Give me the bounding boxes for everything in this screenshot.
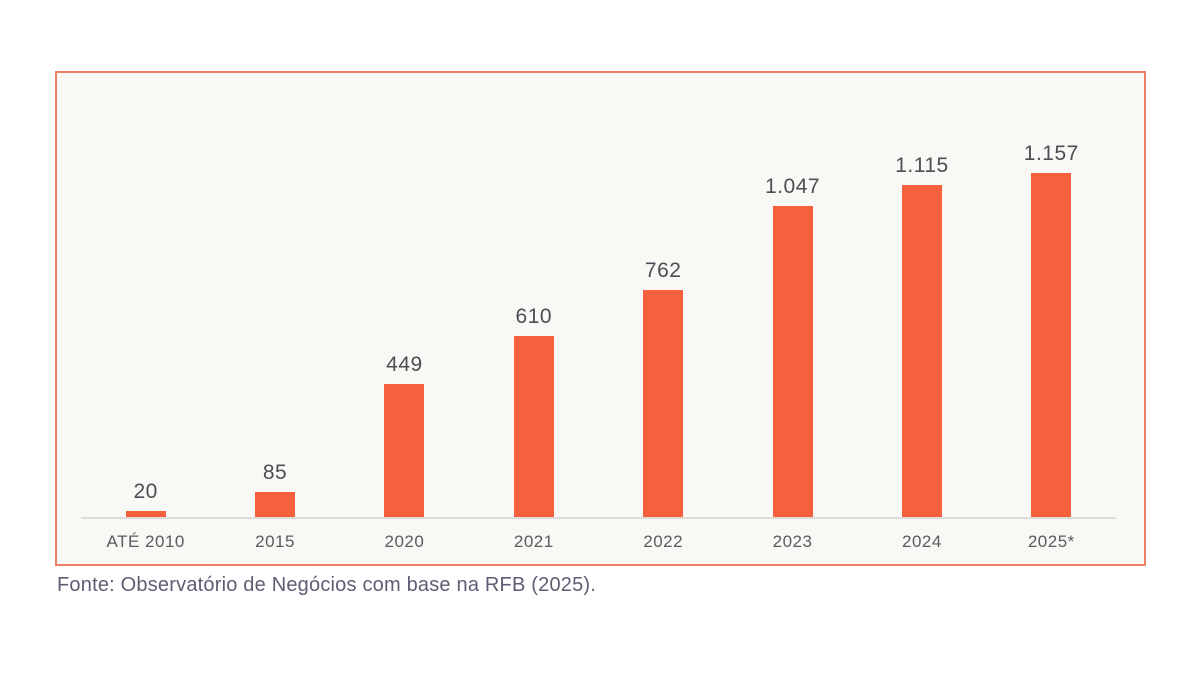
category-axis: ATÉ 2010 2015 2020 2021 2022 2023 2024 2025* [81,519,1116,552]
category-label: 2015 [255,532,295,551]
bar-value-label: 610 [515,305,553,328]
category-label: 2022 [643,532,684,551]
bar-value-label: 85 [262,461,288,484]
bar [901,185,942,517]
bar [772,206,813,517]
bar-column: 1.157 [987,142,1116,517]
bar-column: 1.115 [857,154,986,517]
source-caption: Fonte: Observatório de Negócios com base… [57,574,597,596]
bars-row: 20 85 449 610 762 1.047 1.115 1.157 [81,73,1116,519]
bar-value-label: 449 [386,353,423,376]
category-label: 2020 [384,532,425,551]
category-label: 2024 [902,532,942,551]
bar-value-label: 20 [133,480,158,503]
bar-chart: 20 85 449 610 762 1.047 1.115 1.157 ATÉ 2010 201… [55,71,1146,566]
category-label: 2021 [513,532,554,551]
bar [125,511,166,517]
bar [255,492,296,517]
bar-column: 449 [340,353,469,517]
bar [1031,173,1072,517]
bar-column: 85 [210,461,339,517]
bar-value-label: 762 [644,259,682,282]
bar-column: 762 [599,259,728,517]
bar-column: 20 [81,480,210,517]
bar [643,290,684,517]
bar [513,336,554,517]
category-label: 2025* [1027,532,1075,551]
category-label: ATÉ 2010 [106,532,185,551]
bar [384,384,425,517]
bar-value-label: 1.115 [895,154,949,177]
category-label: 2023 [772,532,813,551]
plot-area: 20 85 449 610 762 1.047 1.115 1.157 ATÉ 2010 201… [81,73,1116,552]
bar-column: 1.047 [728,175,857,517]
bar-column: 610 [469,305,598,517]
bar-value-label: 1.157 [1023,142,1079,165]
bar-value-label: 1.047 [765,175,821,198]
